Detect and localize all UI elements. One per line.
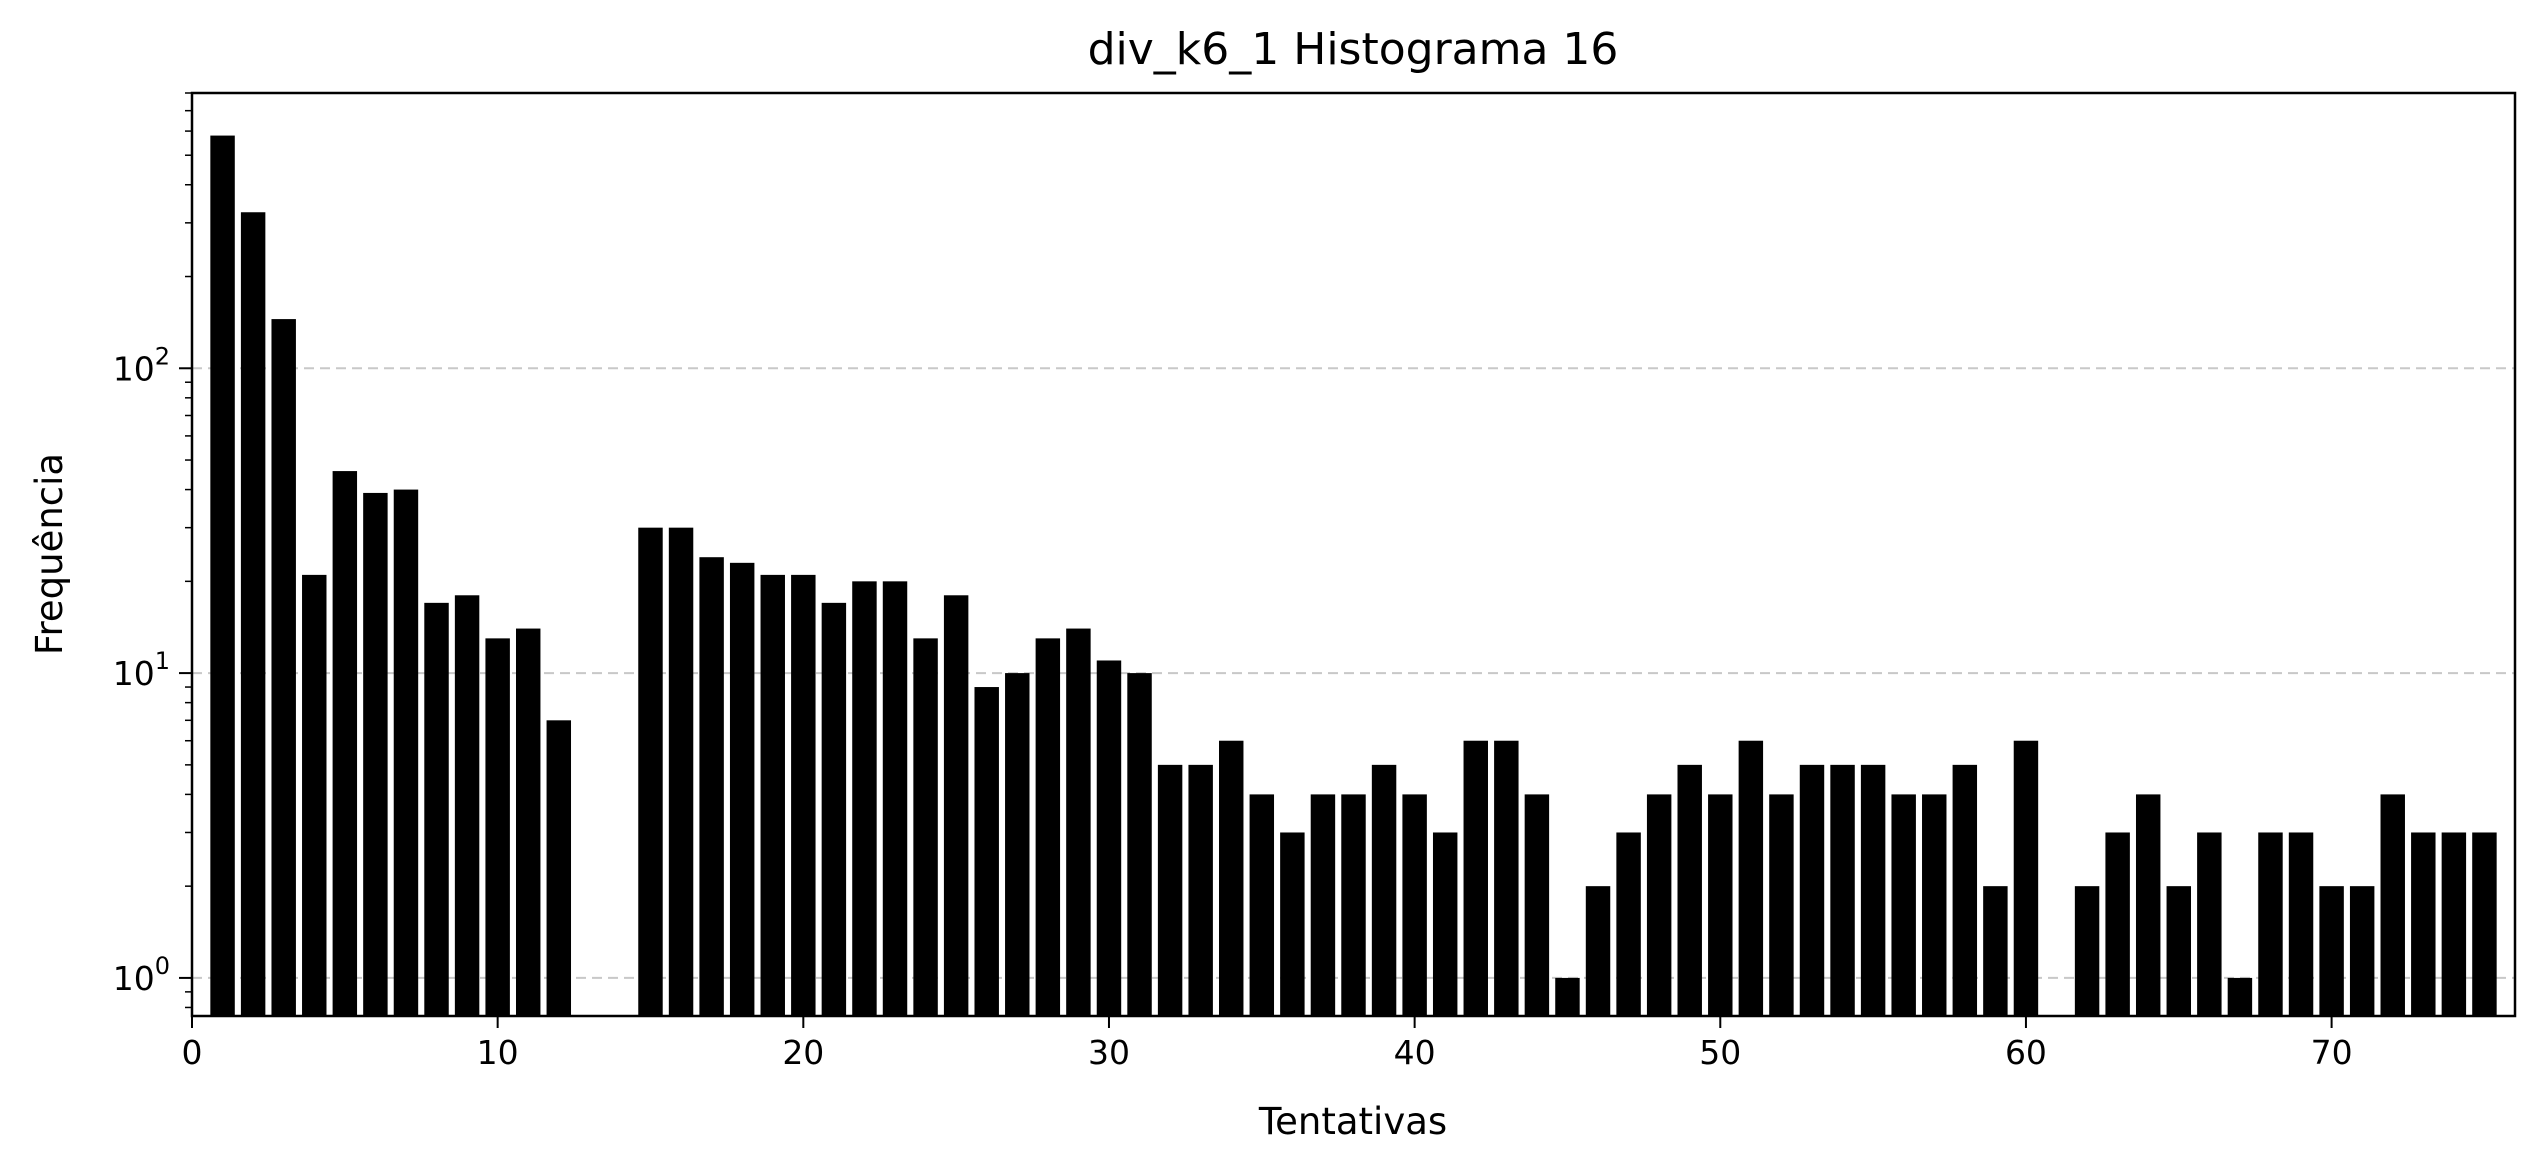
bar xyxy=(546,720,572,1016)
bar xyxy=(2349,886,2375,1016)
bar xyxy=(1188,764,1213,1016)
bar xyxy=(515,628,541,1016)
bar xyxy=(1708,794,1733,1016)
plot-frame xyxy=(190,91,2517,1018)
bar xyxy=(2074,886,2100,1016)
chart-title: div_k6_1 Histograma 16 xyxy=(1088,24,1619,75)
bar xyxy=(1096,660,1122,1016)
bar xyxy=(2472,832,2497,1016)
bar xyxy=(882,581,908,1016)
bar xyxy=(1157,764,1183,1016)
bar xyxy=(332,471,358,1016)
bar xyxy=(2258,832,2283,1016)
bar xyxy=(1677,764,1702,1016)
bar xyxy=(699,557,724,1016)
bar xyxy=(240,212,266,1016)
bar xyxy=(1280,832,1305,1016)
bar xyxy=(2380,794,2405,1016)
y-tick-label: 102 xyxy=(113,342,170,388)
bar xyxy=(1371,764,1397,1016)
bar xyxy=(2288,832,2314,1016)
bar xyxy=(1616,832,1641,1016)
bar xyxy=(1432,832,1458,1016)
y-axis-ticks: 100 101 102 xyxy=(113,92,192,1009)
bar xyxy=(821,602,847,1016)
bar xyxy=(1922,794,1947,1016)
bar xyxy=(1249,794,1275,1016)
bar xyxy=(2411,832,2436,1016)
bar xyxy=(1035,638,1061,1016)
bar xyxy=(454,595,480,1016)
x-tick-label: 10 xyxy=(477,1033,519,1072)
bar xyxy=(1983,886,2008,1016)
bar xyxy=(2105,832,2130,1016)
bar xyxy=(638,527,663,1016)
x-tick-label: 30 xyxy=(1088,1033,1130,1072)
bar xyxy=(1738,740,1764,1016)
x-axis-label: Tentativas xyxy=(1258,1100,1447,1143)
bar xyxy=(1463,740,1488,1016)
bar xyxy=(1402,794,1427,1016)
bar xyxy=(424,602,449,1016)
bar xyxy=(1524,794,1550,1016)
bar xyxy=(1769,794,1794,1016)
bar xyxy=(1005,673,1030,1016)
bar xyxy=(2197,832,2222,1016)
y-axis-label: Frequência xyxy=(28,453,71,655)
bar xyxy=(2227,977,2253,1016)
bar xyxy=(1219,740,1244,1016)
bar xyxy=(2013,740,2039,1016)
bar xyxy=(1341,794,1366,1016)
bar xyxy=(1066,628,1091,1016)
x-tick-label: 70 xyxy=(2311,1033,2353,1072)
bar xyxy=(393,489,419,1016)
bar xyxy=(2135,794,2161,1016)
bar xyxy=(1127,673,1152,1016)
bars xyxy=(210,135,2497,1017)
bar xyxy=(943,595,969,1016)
bar xyxy=(1310,794,1336,1016)
y-tick-label: 101 xyxy=(113,647,170,693)
x-tick-label: 60 xyxy=(2005,1033,2047,1072)
bar xyxy=(1860,764,1886,1016)
bar xyxy=(271,319,296,1016)
bar xyxy=(729,562,755,1016)
x-tick-label: 40 xyxy=(1394,1033,1436,1072)
bar xyxy=(791,574,816,1016)
bar xyxy=(2319,886,2344,1016)
bar xyxy=(1799,764,1825,1016)
bar xyxy=(1555,977,1580,1016)
bar xyxy=(302,574,327,1016)
y-tick-label: 100 xyxy=(113,952,170,998)
bar xyxy=(1952,764,1978,1016)
bar xyxy=(2441,832,2467,1016)
x-tick-label: 20 xyxy=(782,1033,824,1072)
bar xyxy=(668,527,694,1016)
x-tick-label: 0 xyxy=(182,1033,203,1072)
x-tick-label: 50 xyxy=(1699,1033,1741,1072)
bar xyxy=(485,638,510,1016)
bar xyxy=(210,135,235,1016)
bar xyxy=(1585,886,1611,1016)
bar xyxy=(913,638,938,1016)
bar xyxy=(1830,764,1855,1016)
x-axis-ticks: 0 10 20 30 40 50 60 70 xyxy=(182,1016,2353,1072)
bar xyxy=(974,687,999,1016)
bar xyxy=(1494,740,1519,1016)
bar xyxy=(852,581,877,1016)
bar xyxy=(1891,794,1916,1016)
bar xyxy=(760,574,785,1016)
bar xyxy=(2166,886,2192,1016)
bar xyxy=(1646,794,1672,1016)
bar xyxy=(363,492,388,1017)
